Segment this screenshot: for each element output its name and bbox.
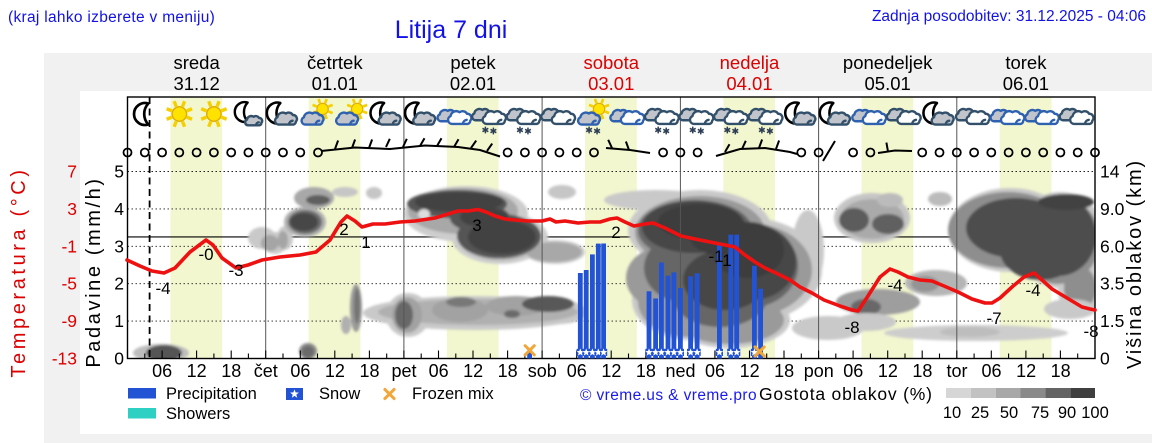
- svg-text:1.5: 1.5: [1100, 311, 1124, 331]
- svg-text:Višina oblakov (km): Višina oblakov (km): [1124, 159, 1146, 369]
- svg-text:Padavine (mm/h): Padavine (mm/h): [83, 176, 105, 367]
- svg-text:-4: -4: [155, 279, 170, 298]
- svg-text:-13: -13: [52, 349, 77, 369]
- svg-text:06: 06: [152, 361, 172, 381]
- svg-text:18: 18: [636, 361, 656, 381]
- svg-text:100: 100: [1081, 404, 1109, 422]
- svg-text:3: 3: [472, 216, 481, 235]
- svg-text:25: 25: [971, 404, 989, 422]
- svg-text:0: 0: [1100, 349, 1110, 369]
- svg-text:75: 75: [1031, 404, 1049, 422]
- svg-text:02.01: 02.01: [450, 73, 496, 94]
- svg-text:Snow: Snow: [319, 385, 360, 403]
- svg-text:12: 12: [1016, 361, 1036, 381]
- svg-text:-8: -8: [844, 318, 859, 337]
- svg-text:1: 1: [722, 251, 731, 270]
- svg-text:© vreme.us & vreme.pro: © vreme.us & vreme.pro: [580, 387, 757, 404]
- svg-text:sob: sob: [528, 361, 557, 381]
- svg-text:18: 18: [498, 361, 518, 381]
- svg-text:(kraj lahko izberete v meniju): (kraj lahko izberete v meniju): [8, 9, 215, 26]
- svg-text:06: 06: [705, 361, 725, 381]
- svg-text:1: 1: [114, 311, 124, 331]
- svg-text:06: 06: [290, 361, 310, 381]
- svg-text:Gostota oblakov (%): Gostota oblakov (%): [759, 384, 933, 404]
- svg-text:06.01: 06.01: [1003, 73, 1049, 94]
- svg-text:ponedeljek: ponedeljek: [843, 52, 933, 73]
- svg-text:Precipitation: Precipitation: [166, 385, 257, 403]
- svg-text:0: 0: [114, 349, 124, 369]
- svg-text:sreda: sreda: [173, 52, 220, 73]
- svg-text:-9: -9: [61, 311, 77, 331]
- svg-text:-8: -8: [1083, 322, 1098, 341]
- svg-text:14: 14: [1100, 162, 1120, 182]
- svg-text:12: 12: [740, 361, 760, 381]
- svg-text:6.0: 6.0: [1100, 236, 1125, 256]
- svg-text:3: 3: [114, 236, 124, 256]
- svg-text:sobota: sobota: [583, 52, 639, 73]
- svg-text:18: 18: [359, 361, 379, 381]
- svg-text:12: 12: [187, 361, 207, 381]
- svg-text:01.01: 01.01: [312, 73, 358, 94]
- svg-text:05.01: 05.01: [865, 73, 911, 94]
- svg-text:Litija 7 dni: Litija 7 dni: [395, 16, 508, 44]
- svg-text:-7: -7: [986, 309, 1001, 328]
- svg-text:2: 2: [611, 223, 620, 242]
- svg-text:18: 18: [221, 361, 241, 381]
- svg-text:12: 12: [878, 361, 898, 381]
- svg-text:Zadnja posodobitev: 31.12.2025: Zadnja posodobitev: 31.12.2025 - 04:06: [872, 8, 1146, 25]
- svg-text:2: 2: [339, 220, 348, 239]
- svg-text:Showers: Showers: [166, 405, 230, 423]
- svg-text:06: 06: [843, 361, 863, 381]
- svg-text:četrtek: četrtek: [307, 52, 363, 73]
- svg-text:18: 18: [912, 361, 932, 381]
- svg-text:4: 4: [114, 199, 124, 219]
- svg-text:18: 18: [774, 361, 794, 381]
- svg-text:06: 06: [982, 361, 1002, 381]
- svg-text:čet: čet: [254, 361, 278, 381]
- svg-text:06: 06: [429, 361, 449, 381]
- svg-text:petek: petek: [450, 52, 496, 73]
- svg-text:31.12: 31.12: [173, 73, 219, 94]
- svg-text:-4: -4: [887, 276, 902, 295]
- svg-text:nedelja: nedelja: [720, 52, 780, 73]
- svg-text:9.0: 9.0: [1100, 199, 1125, 219]
- svg-text:pon: pon: [804, 361, 834, 381]
- svg-text:-3: -3: [228, 261, 243, 280]
- svg-text:1: 1: [361, 233, 370, 252]
- svg-text:5: 5: [114, 162, 124, 182]
- svg-text:03.01: 03.01: [588, 73, 634, 94]
- svg-text:12: 12: [463, 361, 483, 381]
- svg-text:06: 06: [567, 361, 587, 381]
- svg-text:ned: ned: [665, 361, 695, 381]
- svg-text:12: 12: [325, 361, 345, 381]
- svg-text:torek: torek: [1005, 52, 1047, 73]
- svg-text:10: 10: [943, 404, 961, 422]
- svg-text:tor: tor: [946, 361, 967, 381]
- svg-text:-5: -5: [61, 274, 77, 294]
- svg-text:-1: -1: [61, 236, 77, 256]
- svg-text:-4: -4: [1025, 281, 1040, 300]
- svg-text:90: 90: [1058, 404, 1076, 422]
- svg-text:3.5: 3.5: [1100, 274, 1124, 294]
- svg-text:-0: -0: [198, 245, 213, 264]
- svg-text:3: 3: [67, 199, 77, 219]
- svg-text:12: 12: [601, 361, 621, 381]
- svg-text:Frozen mix: Frozen mix: [412, 385, 494, 403]
- svg-text:18: 18: [1051, 361, 1071, 381]
- svg-text:Temperatura (°C): Temperatura (°C): [8, 166, 30, 377]
- svg-text:04.01: 04.01: [726, 73, 772, 94]
- svg-text:7: 7: [67, 162, 77, 182]
- svg-text:-1: -1: [708, 247, 723, 266]
- svg-text:50: 50: [1000, 404, 1018, 422]
- svg-text:pet: pet: [392, 361, 417, 381]
- svg-text:2: 2: [114, 274, 124, 294]
